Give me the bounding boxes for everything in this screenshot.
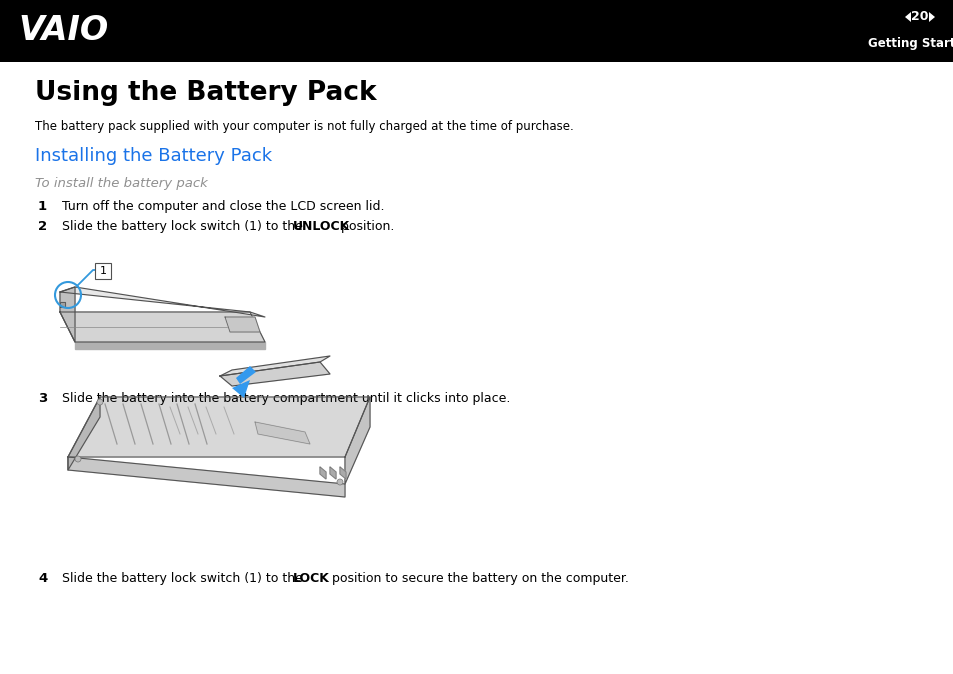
Text: Getting Started: Getting Started — [867, 36, 953, 49]
Text: VAIO: VAIO — [18, 15, 108, 47]
Polygon shape — [220, 362, 330, 386]
Circle shape — [97, 399, 103, 405]
Text: position.: position. — [336, 220, 394, 233]
Polygon shape — [220, 356, 330, 376]
Polygon shape — [75, 342, 265, 349]
Text: 20: 20 — [910, 11, 928, 24]
Text: UNLOCK: UNLOCK — [293, 220, 350, 233]
Bar — [0, 0, 953, 62]
Polygon shape — [232, 380, 250, 398]
Text: To install the battery pack: To install the battery pack — [35, 177, 208, 190]
Polygon shape — [68, 397, 100, 470]
Text: Installing the Battery Pack: Installing the Battery Pack — [35, 147, 272, 165]
Polygon shape — [254, 422, 310, 444]
Polygon shape — [68, 457, 345, 497]
Text: position to secure the battery on the computer.: position to secure the battery on the co… — [328, 572, 628, 585]
Text: LOCK: LOCK — [293, 572, 330, 585]
Circle shape — [336, 479, 343, 485]
Text: Slide the battery into the battery compartment until it clicks into place.: Slide the battery into the battery compa… — [62, 392, 510, 405]
Text: 1: 1 — [99, 266, 107, 276]
Polygon shape — [68, 397, 370, 457]
Polygon shape — [330, 467, 335, 479]
Polygon shape — [319, 467, 326, 479]
Polygon shape — [928, 12, 934, 22]
Polygon shape — [904, 12, 910, 22]
Text: Slide the battery lock switch (1) to the: Slide the battery lock switch (1) to the — [62, 220, 307, 233]
Polygon shape — [225, 317, 260, 332]
Text: 3: 3 — [38, 392, 48, 405]
Polygon shape — [339, 467, 346, 479]
Text: Slide the battery lock switch (1) to the: Slide the battery lock switch (1) to the — [62, 572, 307, 585]
Polygon shape — [345, 397, 370, 484]
Polygon shape — [235, 366, 255, 384]
Text: 1: 1 — [38, 200, 47, 213]
Text: The battery pack supplied with your computer is not fully charged at the time of: The battery pack supplied with your comp… — [35, 120, 573, 133]
Polygon shape — [60, 302, 65, 307]
Text: Using the Battery Pack: Using the Battery Pack — [35, 80, 376, 106]
Polygon shape — [60, 312, 265, 342]
FancyBboxPatch shape — [95, 263, 111, 279]
Circle shape — [75, 456, 81, 462]
Text: Turn off the computer and close the LCD screen lid.: Turn off the computer and close the LCD … — [62, 200, 384, 213]
Text: 2: 2 — [38, 220, 47, 233]
Polygon shape — [60, 287, 265, 317]
Polygon shape — [60, 287, 75, 342]
Text: 4: 4 — [38, 572, 48, 585]
